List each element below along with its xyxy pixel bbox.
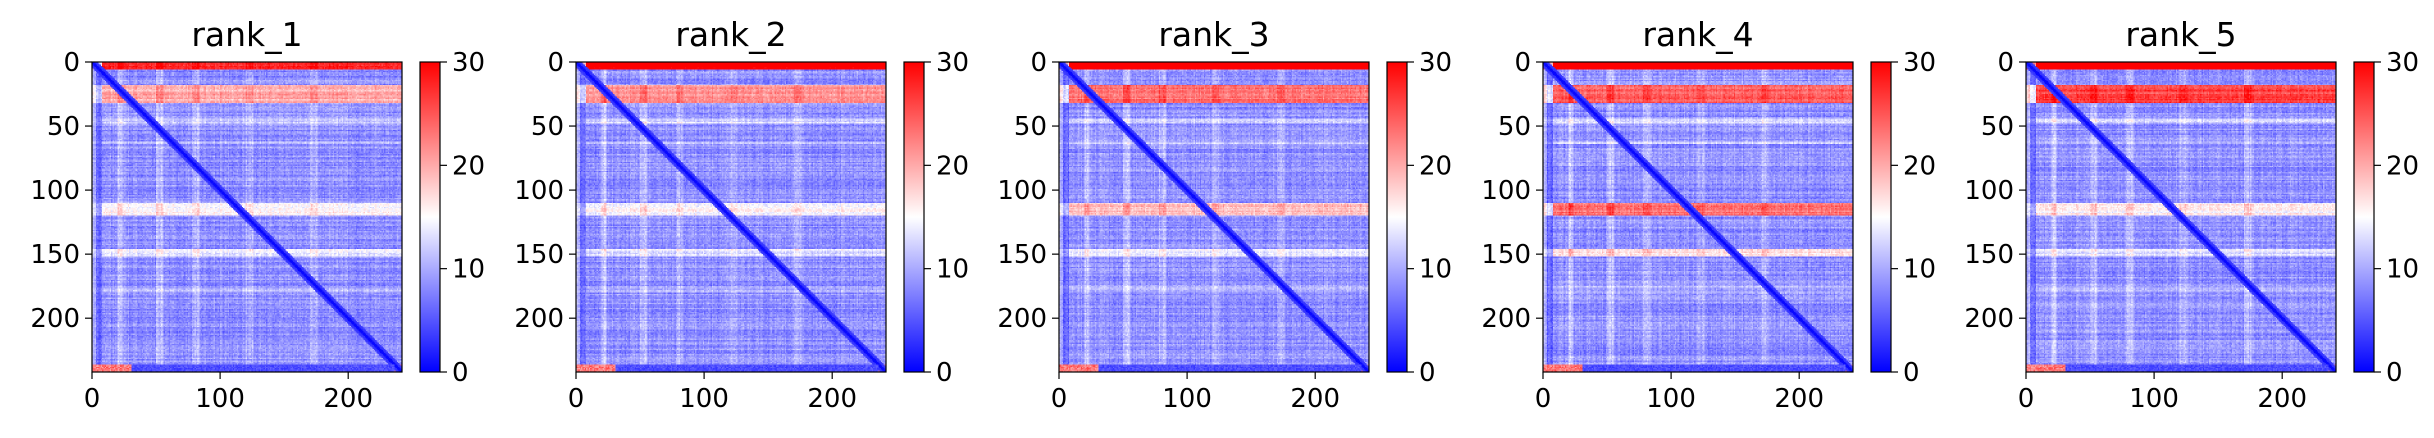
panel-title: rank_3 <box>1158 15 1269 54</box>
colorbar-tick-label: 0 <box>936 358 953 388</box>
heatmap-frame <box>91 61 403 373</box>
colorbar <box>1387 62 1407 372</box>
colorbar-tick-label: 20 <box>1419 151 1452 181</box>
colorbar-tick-label: 10 <box>2386 255 2419 285</box>
y-tick-label: 100 <box>1964 176 2014 206</box>
y-tick-label: 0 <box>547 48 564 78</box>
colorbar-tick-label: 0 <box>1419 358 1436 388</box>
colorbar-tick-label: 10 <box>452 255 485 285</box>
y-tick-label: 150 <box>1481 240 1531 270</box>
y-tick-label: 200 <box>1964 304 2014 334</box>
heatmap-panel: rank_4 0 100 200 0 50 100 150 200 0 10 20 30 <box>1481 15 1936 414</box>
panel-title: rank_2 <box>675 15 786 54</box>
y-tick-label: 200 <box>1481 304 1531 334</box>
colorbar-tick-label: 0 <box>1903 358 1920 388</box>
colorbar-tick-label: 30 <box>2386 48 2419 78</box>
panel-title: rank_5 <box>2125 15 2236 54</box>
colorbar-frame <box>903 61 925 373</box>
x-tick-label: 200 <box>323 384 373 414</box>
colorbar-tick-label: 30 <box>452 48 485 78</box>
y-tick-label: 0 <box>63 48 80 78</box>
heatmap-panel: rank_2 0 100 200 0 50 100 150 200 0 10 20 30 <box>514 15 969 414</box>
x-tick-label: 0 <box>2018 384 2035 414</box>
colorbar <box>2354 62 2374 372</box>
x-tick-label: 100 <box>195 384 245 414</box>
colorbar-tick-label: 0 <box>2386 358 2403 388</box>
colorbar-frame <box>1386 61 1408 373</box>
colorbar-tick-label: 30 <box>1419 48 1452 78</box>
heatmap-frame <box>2025 61 2337 373</box>
y-tick-label: 50 <box>1498 112 1531 142</box>
x-tick-label: 0 <box>568 384 585 414</box>
heatmap-image <box>1543 62 1853 372</box>
colorbar-tick-label: 20 <box>936 151 969 181</box>
colorbar-tick-label: 20 <box>452 151 485 181</box>
x-tick-label: 200 <box>807 384 857 414</box>
y-tick-label: 100 <box>30 176 80 206</box>
y-tick-label: 150 <box>30 240 80 270</box>
panel-title: rank_4 <box>1642 15 1753 54</box>
colorbar-tick-label: 10 <box>1419 255 1452 285</box>
y-tick-label: 200 <box>514 304 564 334</box>
heatmap-panel: rank_3 0 100 200 0 50 100 150 200 0 10 20 30 <box>997 15 1452 414</box>
x-tick-label: 200 <box>1774 384 1824 414</box>
heatmap-image <box>2026 62 2336 372</box>
colorbar <box>904 62 924 372</box>
heatmap-image <box>92 62 402 372</box>
colorbar-tick-label: 0 <box>452 358 469 388</box>
x-tick-label: 200 <box>1290 384 1340 414</box>
x-tick-label: 0 <box>1535 384 1552 414</box>
x-tick-label: 100 <box>1162 384 1212 414</box>
y-tick-label: 200 <box>997 304 1047 334</box>
y-tick-label: 0 <box>1997 48 2014 78</box>
colorbar-tick-label: 30 <box>1903 48 1936 78</box>
y-tick-label: 0 <box>1030 48 1047 78</box>
colorbar <box>1871 62 1891 372</box>
y-tick-label: 100 <box>997 176 1047 206</box>
x-tick-label: 0 <box>84 384 101 414</box>
y-tick-label: 0 <box>1514 48 1531 78</box>
y-tick-label: 50 <box>531 112 564 142</box>
colorbar-frame <box>419 61 441 373</box>
y-tick-label: 100 <box>514 176 564 206</box>
x-tick-label: 100 <box>2129 384 2179 414</box>
y-tick-label: 50 <box>1981 112 2014 142</box>
y-tick-label: 150 <box>1964 240 2014 270</box>
colorbar-tick-label: 30 <box>936 48 969 78</box>
heatmap-frame <box>575 61 887 373</box>
colorbar-tick-label: 20 <box>2386 151 2419 181</box>
colorbar-frame <box>1870 61 1892 373</box>
y-tick-label: 150 <box>514 240 564 270</box>
panel-title: rank_1 <box>191 15 302 54</box>
heatmap-frame <box>1058 61 1370 373</box>
x-tick-label: 100 <box>679 384 729 414</box>
heatmap-panel: rank_1 0 100 200 0 50 100 150 200 0 10 20 30 <box>30 15 485 414</box>
y-tick-label: 50 <box>1014 112 1047 142</box>
x-tick-label: 200 <box>2257 384 2307 414</box>
heatmap-image <box>576 62 886 372</box>
y-tick-label: 50 <box>47 112 80 142</box>
y-tick-label: 150 <box>997 240 1047 270</box>
colorbar-tick-label: 10 <box>936 255 969 285</box>
x-tick-label: 100 <box>1646 384 1696 414</box>
colorbar-tick-label: 10 <box>1903 255 1936 285</box>
y-tick-label: 100 <box>1481 176 1531 206</box>
colorbar <box>420 62 440 372</box>
heatmap-panel: rank_5 0 100 200 0 50 100 150 200 0 10 20 30 <box>1964 15 2419 414</box>
heatmap-image <box>1059 62 1369 372</box>
colorbar-frame <box>2353 61 2375 373</box>
x-tick-label: 0 <box>1051 384 1068 414</box>
colorbar-tick-label: 20 <box>1903 151 1936 181</box>
heatmap-frame <box>1542 61 1854 373</box>
y-tick-label: 200 <box>30 304 80 334</box>
